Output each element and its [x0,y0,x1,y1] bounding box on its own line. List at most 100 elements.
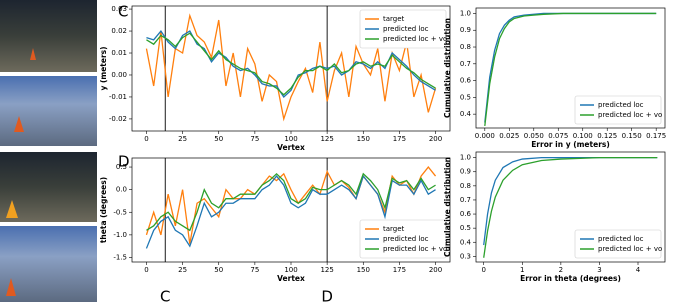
legend-box [359,9,447,49]
y-tick-label: 0.4 [460,110,472,118]
series-line [146,172,436,232]
y-tick-label: 0.02 [111,27,127,35]
x-tick-label: 1 [520,266,524,274]
x-tick-label: 175 [393,266,406,274]
legend-label: predicted loc + vo [383,35,447,43]
legend-label: predicted loc + vo [598,111,662,119]
legend-label: target [383,15,405,23]
x-tick-label: 175 [393,135,406,143]
y-tick-label: -0.5 [113,208,127,216]
x-tick-label: 0.050 [524,132,544,140]
y-tick-label: 1.0 [460,9,471,17]
y-tick-label: 0.4 [460,238,472,246]
x-tick-label: 0 [144,135,148,143]
photo [0,76,97,146]
x-axis-label: Vertex [277,143,305,152]
marker-label: D [321,288,333,305]
x-tick-label: 0 [481,266,485,274]
y-tick-label: 0.5 [460,224,471,232]
x-tick-label: 50 [214,266,223,274]
x-tick-label: 0.075 [548,132,568,140]
x-tick-label: 125 [320,135,333,143]
chart: 0 25 50 75 100 125 150 175 200 -0.02 -0.01 0.00 0.01… [99,5,451,152]
panel-label: C [118,3,128,21]
legend-label: predicted loc [383,25,429,33]
x-tick-label: 200 [429,266,442,274]
y-tick-label: -0.01 [109,93,127,101]
legend-label: target [383,225,405,233]
legend-label: predicted loc [598,235,644,243]
series-line [484,12,657,126]
cone [6,278,16,296]
y-axis-label: Cumulative distribution [443,157,452,257]
y-axis-label: y (meters) [99,46,108,90]
x-axis-label: Vertex [277,274,305,283]
x-axis-label: Error in y (meters) [531,140,610,149]
legend-box [574,95,662,125]
x-tick-label: 0 [144,266,148,274]
x-tick-label: 0.100 [573,132,593,140]
x-tick-label: 125 [320,266,333,274]
y-tick-label: 0.6 [460,210,472,218]
legend-label: predicted loc + vo [598,245,662,253]
legend-label: predicted loc [598,101,644,109]
legend-label: predicted loc + vo [383,245,447,253]
x-tick-label: 0.125 [597,132,617,140]
x-tick-label: 25 [178,266,187,274]
series-line [145,13,437,122]
plot-frame [131,5,451,132]
x-tick-label: 150 [357,266,370,274]
y-tick-label: 0.03 [111,5,127,13]
y-tick-label: -0.02 [109,115,127,123]
x-tick-label: 150 [357,135,370,143]
chart: 0.000 0.025 0.050 0.075 0.100 0.125 0.150 0.175… [443,7,666,149]
y-tick-label: 0.7 [460,60,471,68]
cone [6,200,18,218]
series-line [145,174,436,249]
x-tick-label: 25 [178,135,187,143]
y-tick-label: 0.5 [460,93,471,101]
marker-label: C [160,288,170,305]
y-tick-label: 0.6 [460,77,472,85]
x-tick-label: 0.175 [646,132,666,140]
y-tick-label: 0.0 [116,186,127,194]
chart: 0 25 50 75 100 125 150 175 200 -1.5 -1.0 -0.5 0.0 0.5… [99,157,451,305]
x-tick-label: 3 [597,266,601,274]
x-tick-label: 0.025 [499,132,519,140]
y-tick-label: 0.01 [111,49,127,57]
y-axis-label: theta (degrees) [99,177,108,243]
y-tick-label: -1.5 [113,253,127,261]
series-line [483,156,658,258]
y-tick-label: 0.8 [460,182,471,190]
x-tick-label: 0.150 [622,132,642,140]
cone [14,116,24,132]
legend-label: predicted loc [383,235,429,243]
y-tick-label: 0.5 [116,163,127,171]
y-tick-label: 0.9 [460,26,471,34]
photo [0,226,97,302]
y-tick-label: 0.9 [460,168,471,176]
cone [30,48,36,60]
panel-label: D [118,153,130,171]
x-tick-label: 75 [250,135,259,143]
x-tick-label: 2 [559,266,563,274]
x-tick-label: 75 [250,266,259,274]
plot-frame [131,157,451,263]
y-tick-label: -1.0 [113,231,127,239]
photos [0,0,97,302]
chart: 0 1 2 3 4 0.3 0.4 0.5 0.6 0.7 0.8 0.9 1.0 Error in th… [443,151,666,283]
x-tick-label: 0.000 [475,132,495,140]
series-line [146,32,436,96]
plot-frame [475,7,666,129]
legend-box [359,219,447,259]
y-tick-label: 1.0 [460,154,471,162]
x-tick-label: 100 [284,266,297,274]
x-tick-label: 4 [636,266,641,274]
plot-frame [475,151,666,263]
legend-box [574,229,662,259]
x-tick-label: 200 [429,135,442,143]
y-tick-label: 0.8 [460,43,471,51]
x-axis-label: Error in theta (degrees) [520,274,621,283]
x-tick-label: 50 [214,135,223,143]
